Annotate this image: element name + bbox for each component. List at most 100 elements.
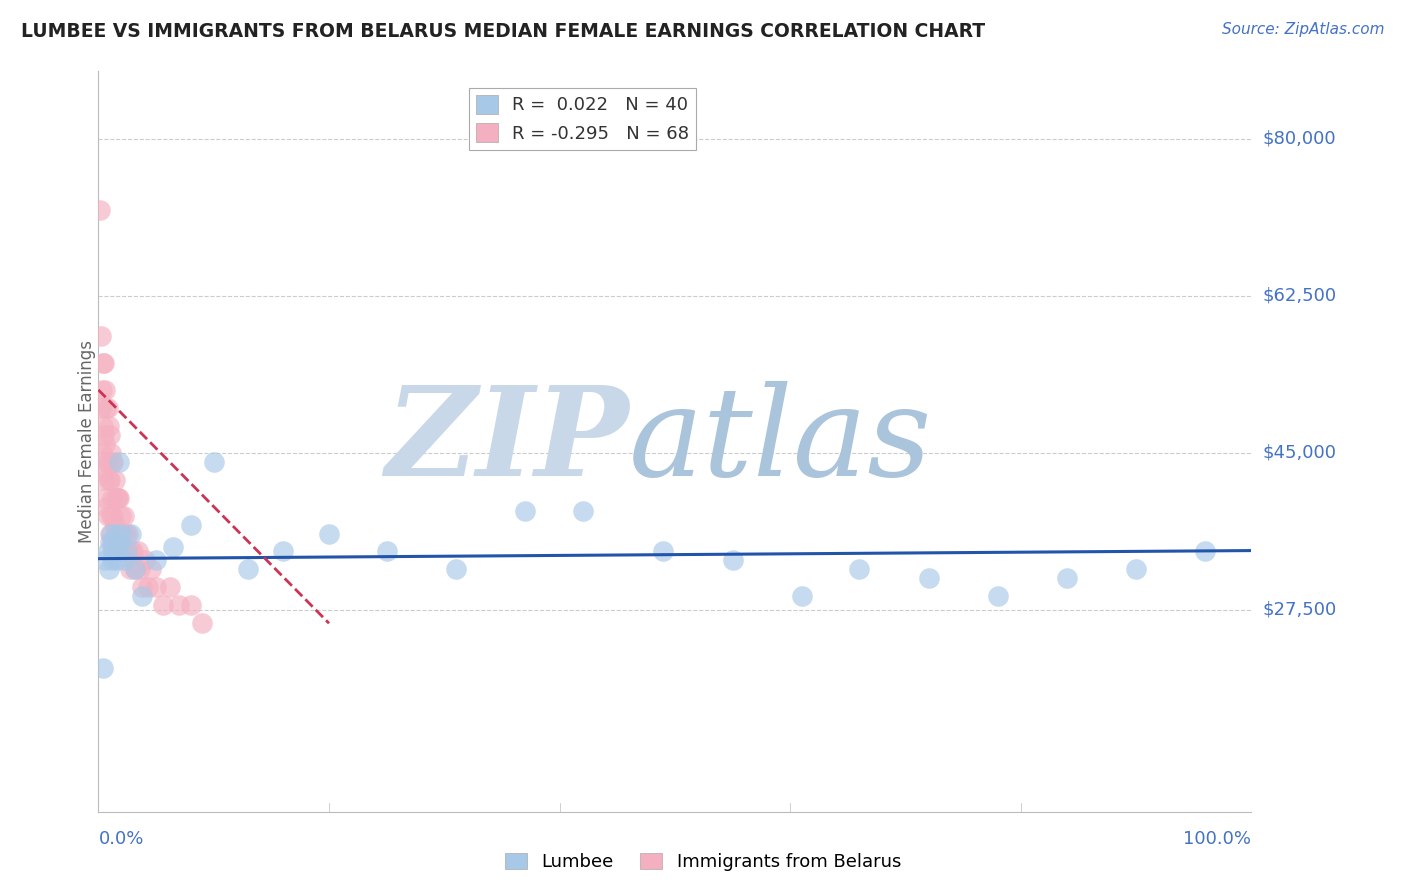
Point	[105, 491, 128, 505]
Point	[90, 329, 112, 343]
Point	[105, 526, 128, 541]
Point	[159, 580, 181, 594]
Point	[238, 562, 260, 576]
Text: Source: ZipAtlas.com: Source: ZipAtlas.com	[1222, 22, 1385, 37]
Point	[100, 508, 122, 523]
Point	[107, 544, 129, 558]
Point	[103, 544, 125, 558]
Point	[444, 562, 467, 576]
Point	[108, 455, 131, 469]
Point	[108, 491, 131, 505]
Point	[103, 517, 125, 532]
Point	[118, 562, 141, 576]
Point	[98, 535, 121, 549]
Point	[987, 590, 1010, 604]
Point	[141, 562, 163, 576]
Text: LUMBEE VS IMMIGRANTS FROM BELARUS MEDIAN FEMALE EARNINGS CORRELATION CHART: LUMBEE VS IMMIGRANTS FROM BELARUS MEDIAN…	[21, 22, 986, 41]
Legend: R =  0.022   N = 40, R = -0.295   N = 68: R = 0.022 N = 40, R = -0.295 N = 68	[468, 87, 696, 150]
Point	[131, 590, 153, 604]
Point	[112, 553, 135, 567]
Point	[110, 535, 132, 549]
Point	[90, 383, 112, 397]
Point	[162, 540, 184, 554]
Point	[104, 535, 127, 549]
Point	[122, 544, 145, 558]
Point	[104, 526, 127, 541]
Point	[107, 491, 129, 505]
Point	[94, 491, 117, 505]
Point	[90, 401, 112, 415]
Point	[571, 504, 593, 518]
Point	[790, 590, 813, 604]
Point	[97, 455, 120, 469]
Point	[101, 455, 124, 469]
Point	[94, 437, 117, 451]
Point	[97, 544, 120, 558]
Point	[917, 571, 939, 585]
Point	[97, 418, 120, 433]
Point	[100, 446, 122, 460]
Point	[101, 535, 124, 549]
Point	[117, 544, 139, 558]
Point	[167, 599, 190, 613]
Point	[101, 491, 124, 505]
Point	[93, 427, 115, 442]
Point	[120, 526, 142, 541]
Point	[652, 544, 675, 558]
Point	[110, 508, 132, 523]
Point	[97, 473, 120, 487]
Text: $80,000: $80,000	[1263, 129, 1336, 148]
Point	[1125, 562, 1147, 576]
Text: atlas: atlas	[628, 381, 932, 502]
Point	[110, 544, 132, 558]
Point	[91, 661, 114, 675]
Point	[180, 599, 202, 613]
Point	[93, 356, 115, 370]
Point	[98, 473, 121, 487]
Point	[97, 508, 120, 523]
Point	[115, 526, 138, 541]
Point	[114, 544, 136, 558]
Point	[120, 544, 142, 558]
Point	[129, 562, 152, 576]
Point	[134, 553, 156, 567]
Text: 100.0%: 100.0%	[1184, 830, 1251, 847]
Y-axis label: Median Female Earnings: Median Female Earnings	[79, 340, 96, 543]
Point	[101, 553, 124, 567]
Point	[131, 580, 153, 594]
Point	[103, 455, 125, 469]
Point	[136, 580, 159, 594]
Text: ZIP: ZIP	[385, 381, 628, 502]
Point	[318, 526, 340, 541]
Point	[96, 455, 118, 469]
Point	[104, 491, 127, 505]
Point	[91, 418, 114, 433]
Point	[117, 544, 139, 558]
Point	[103, 544, 125, 558]
Point	[180, 517, 202, 532]
Point	[145, 580, 167, 594]
Point	[721, 553, 744, 567]
Point	[124, 562, 146, 576]
Point	[105, 553, 128, 567]
Point	[375, 544, 398, 558]
Point	[110, 526, 132, 541]
Point	[94, 553, 117, 567]
Text: $62,500: $62,500	[1263, 286, 1337, 305]
Point	[108, 544, 131, 558]
Point	[103, 473, 125, 487]
Text: $45,000: $45,000	[1263, 443, 1337, 462]
Point	[98, 526, 121, 541]
Point	[191, 616, 214, 631]
Point	[127, 544, 149, 558]
Point	[91, 356, 114, 370]
Point	[96, 401, 118, 415]
Point	[89, 203, 111, 218]
Point	[103, 535, 125, 549]
Point	[513, 504, 536, 518]
Point	[94, 383, 117, 397]
Point	[90, 446, 112, 460]
Point	[103, 508, 125, 523]
Point	[91, 464, 114, 478]
Point	[145, 553, 167, 567]
